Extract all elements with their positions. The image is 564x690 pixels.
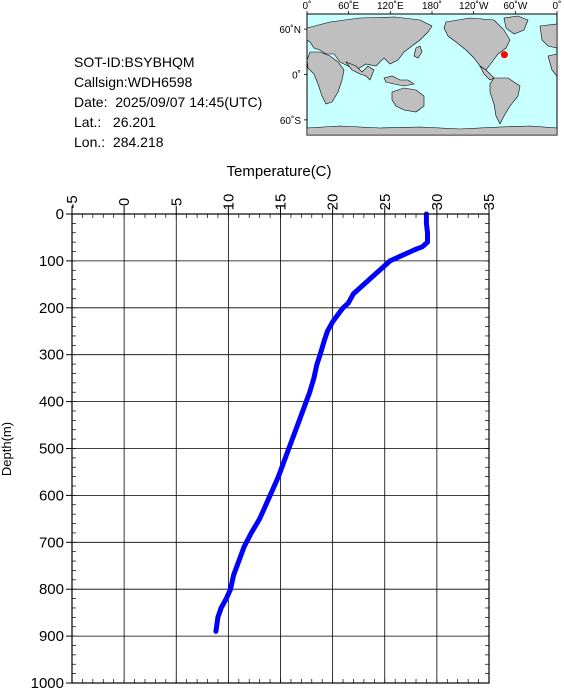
map-lat-label-2: 60˚S [280,115,301,127]
y-tick-label-7: 700 [39,534,64,551]
land-eurasia [306,16,433,71]
x-tick-label-4: 15 [273,194,290,211]
map-lon-label-3: 180˚ [422,0,442,12]
plot-frame [71,213,490,684]
y-tick-label-1: 100 [39,253,64,270]
land-japan [413,45,423,59]
map-lon-labels: 0˚ 60˚E 120˚E 180˚ 120˚W 60˚W 0˚ [303,0,562,14]
land-antarctica [306,125,558,136]
world-map: 0˚ 60˚E 120˚E 180˚ 120˚W 60˚W 0˚ 60˚N0˚60˚S [279,0,562,136]
land-indonesia [383,75,415,87]
land-north-america [443,17,511,71]
map-lat-label-1: 0˚ [292,70,301,82]
x-tick-label-6: 25 [377,194,394,211]
sot-id-text: SOT-ID:BSYBHQM [74,54,195,70]
x-axis-label: Temperature(C) [226,163,331,180]
position-marker [500,51,508,59]
lon-text: Lon.: 284.218 [74,134,164,150]
x-tick-label-8: 35 [481,194,498,211]
y-tick-label-4: 400 [39,394,64,411]
y-tick-label-3: 300 [39,347,64,364]
y-axis-label: Depth(m) [0,422,14,476]
map-lat-label-0: 60˚N [279,24,301,36]
x-tick-label-0: -5 [64,195,81,208]
land-south-america [489,77,521,125]
lat-text: Lat.: 26.201 [74,114,156,130]
y-tick-labels: 0 100 200 300 400 500 600 700 800 900 1000 [31,206,64,690]
x-tick-label-2: 5 [168,198,185,206]
x-tick-label-7: 30 [429,194,446,211]
map-lon-label-4: 120˚W [459,0,489,12]
temperature-profile-line [213,211,430,634]
chart-grid [71,213,490,684]
land-greenland [503,15,529,35]
map-lon-label-5: 60˚W [503,0,527,12]
land-australia [391,87,425,113]
map-lon-label-2: 120˚E [377,0,404,12]
y-tick-label-9: 900 [39,628,64,645]
x-tick-label-3: 10 [220,194,237,211]
y-tick-label-6: 600 [39,487,64,504]
land-africa-west [547,53,558,77]
map-lon-label-0: 0˚ [303,0,312,12]
map-lon-label-1: 60˚E [338,0,359,12]
date-text: Date: 2025/09/07 14:45(UTC) [74,94,263,110]
x-tick-label-1: 0 [116,198,133,206]
callsign-text: Callsign:WDH6598 [74,74,193,90]
x-tick-label-5: 20 [325,194,342,211]
y-tick-label-5: 500 [39,441,64,458]
y-tick-label-2: 200 [39,300,64,317]
x-tick-labels: -5 0 5 10 15 20 25 30 35 [64,194,498,211]
land-europe-west [539,23,558,49]
y-tick-label-8: 800 [39,581,64,598]
map-lon-label-6: 0˚ [553,0,562,12]
info-panel: SOT-ID:BSYBHQM Callsign:WDH6598 Date: 20… [74,52,262,152]
chart-ticks [66,206,490,684]
map-land [306,15,558,136]
y-tick-label-0: 0 [56,206,64,223]
land-india [345,61,375,81]
land-africa [306,51,345,105]
y-tick-label-10: 1000 [31,675,64,690]
map-lat-labels: 60˚N 0˚ 60˚S [279,24,307,127]
